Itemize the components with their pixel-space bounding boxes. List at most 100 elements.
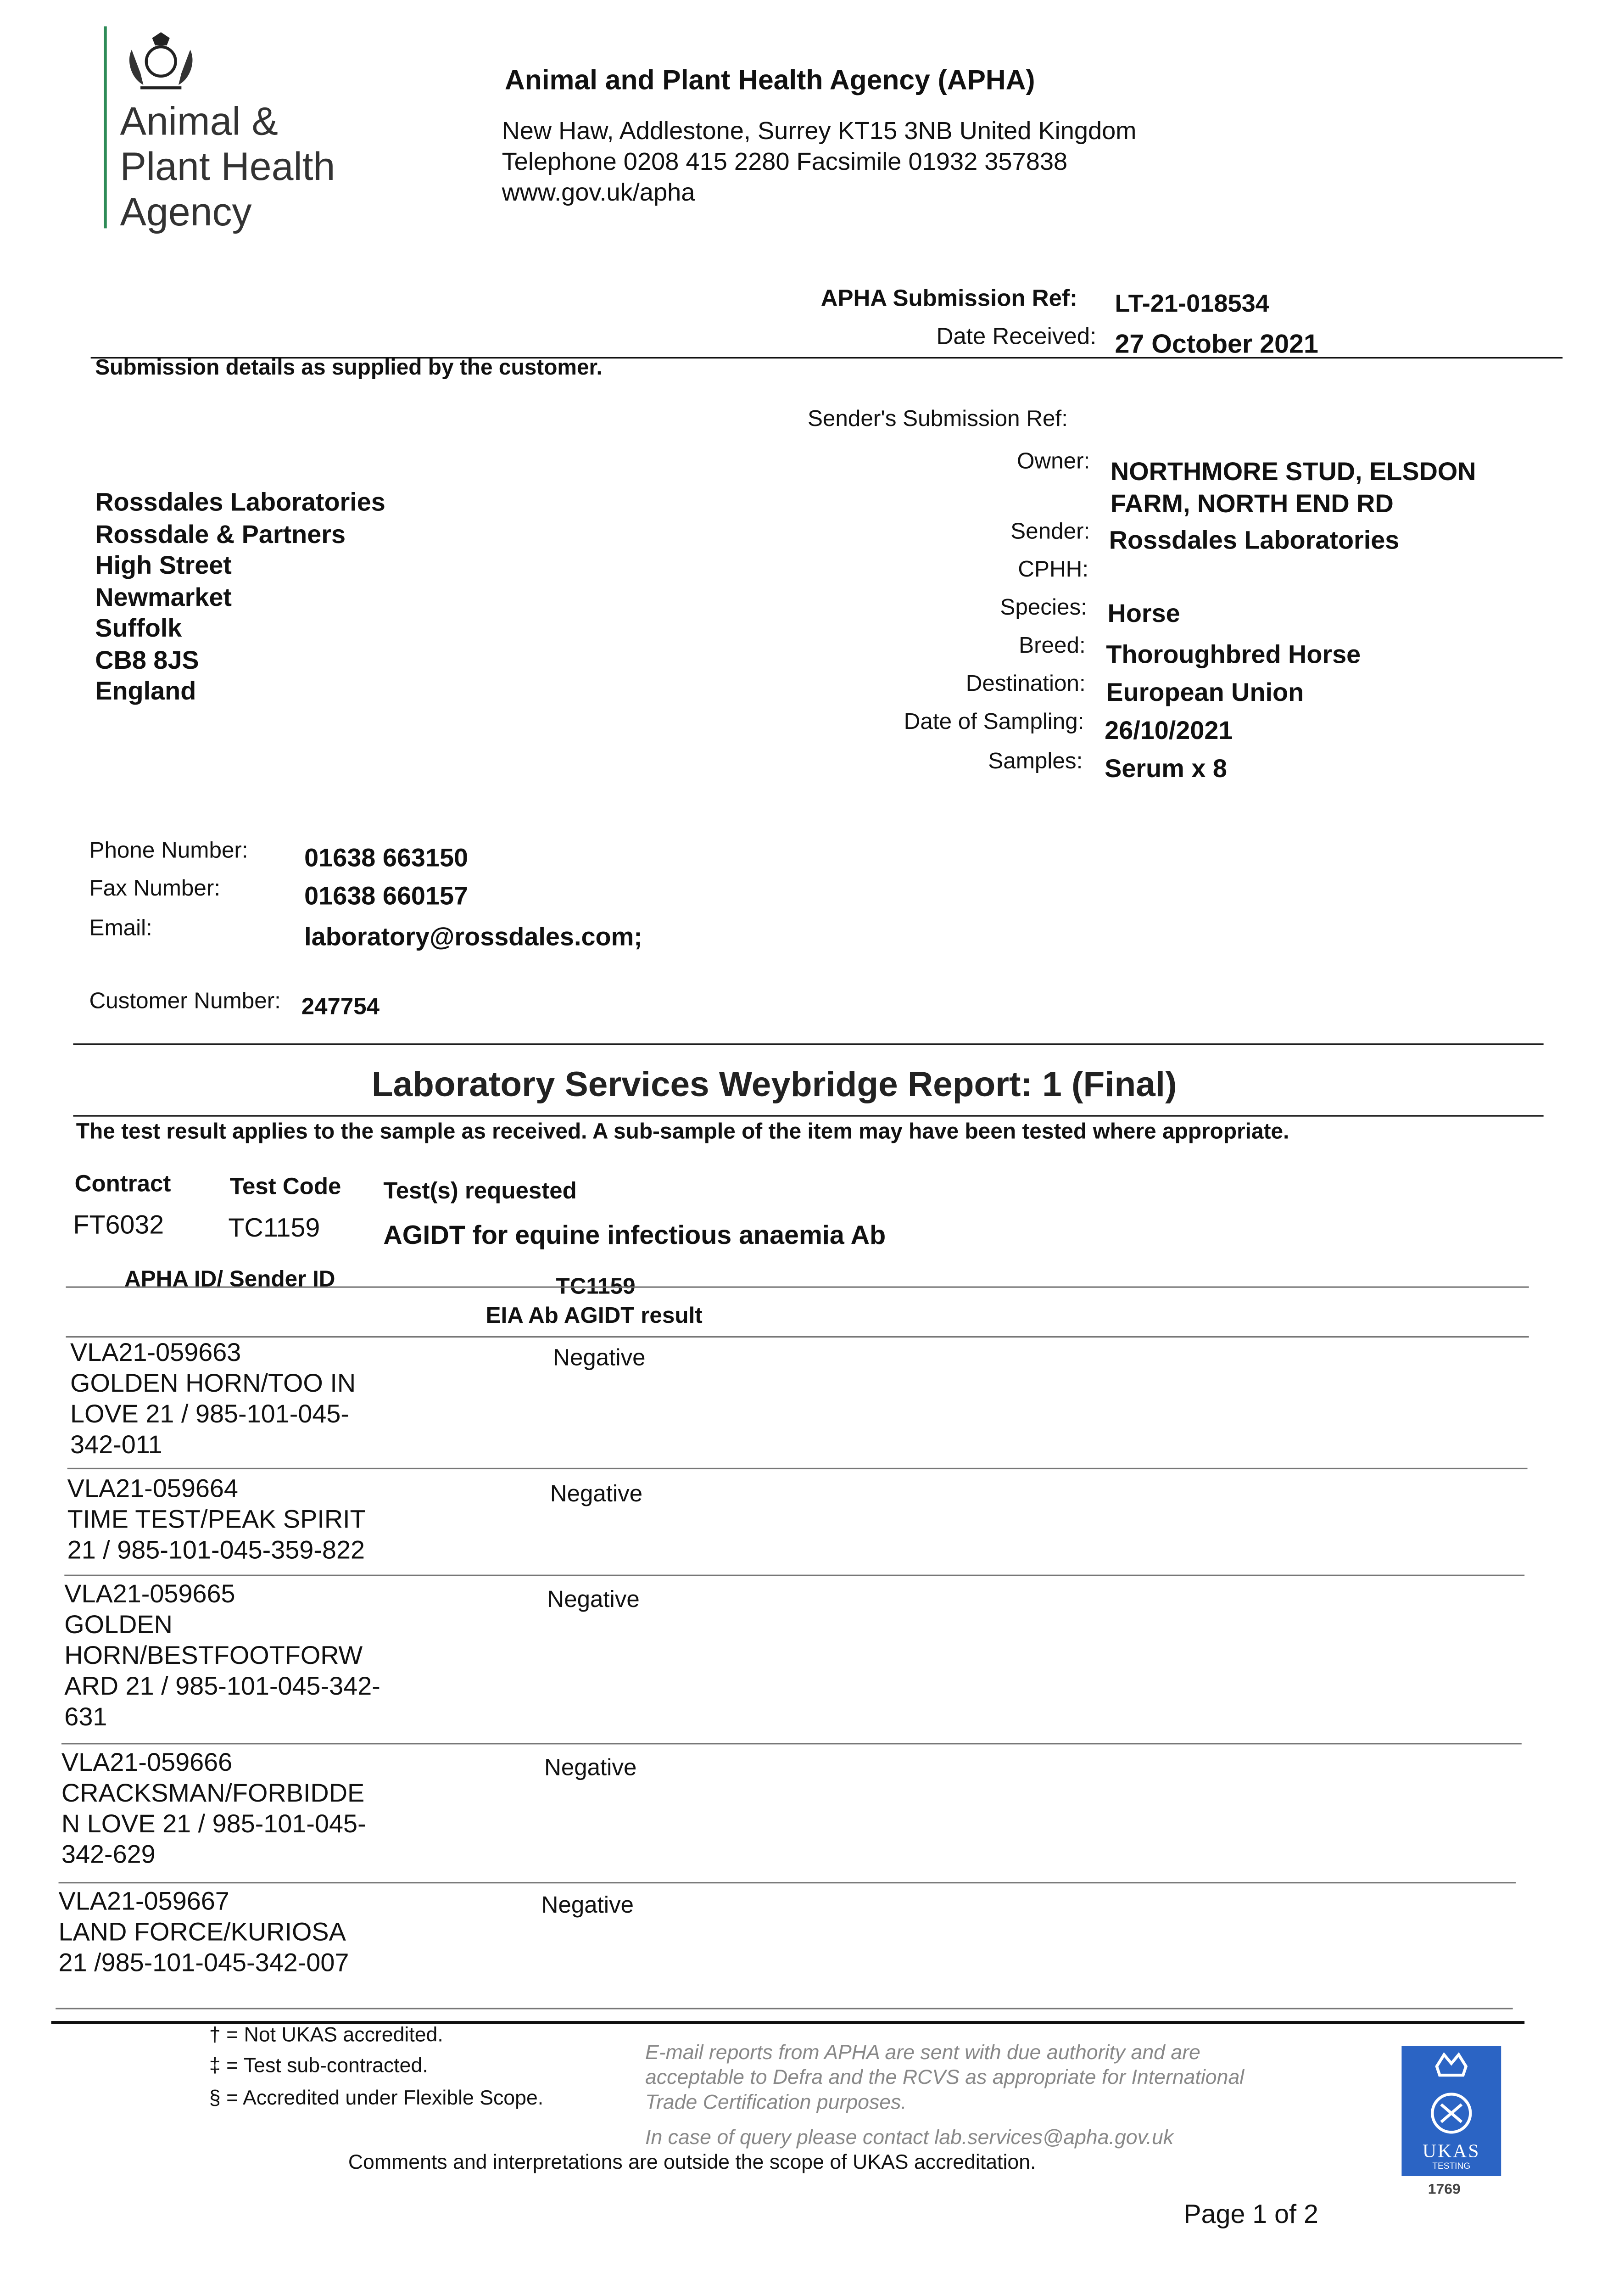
- table-row: VLA21-059663 GOLDEN HORN/TOO IN LOVE 21 …: [70, 1338, 356, 1461]
- sender-label: Sender:: [1010, 519, 1090, 545]
- samples-value: Serum x 8: [1105, 753, 1227, 783]
- row-separator: [58, 1882, 1516, 1884]
- species-label: Species:: [1000, 595, 1087, 621]
- contract-header: Contract: [74, 1172, 171, 1198]
- result-value: Negative: [541, 1893, 634, 1919]
- destination-label: Destination:: [965, 672, 1086, 697]
- address-line: Rossdale & Partners: [95, 519, 346, 549]
- sender-id-line: HORN/BESTFOOTFORW: [64, 1640, 363, 1670]
- logo-line-3: Agency: [120, 190, 252, 235]
- logo-accent-bar: [104, 26, 107, 229]
- ukas-number: 1769: [1428, 2182, 1461, 2198]
- fax-label: Fax Number:: [89, 876, 221, 901]
- submission-note: Submission details as supplied by the cu…: [95, 355, 603, 381]
- ukas-subtext: TESTING: [1432, 2163, 1471, 2172]
- tests-requested-value: AGIDT for equine infectious anaemia Ab: [383, 1220, 886, 1250]
- table-row: VLA21-059664 TIME TEST/PEAK SPIRIT 21 / …: [67, 1474, 366, 1566]
- result-value: Negative: [547, 1588, 640, 1613]
- samples-label: Samples:: [988, 749, 1083, 774]
- sender-id-line: 21 /985-101-045-342-007: [58, 1948, 349, 1977]
- sender-id-line: TIME TEST/PEAK SPIRIT: [67, 1504, 366, 1534]
- ukas-logo: UKAS TESTING: [1401, 2046, 1501, 2177]
- agency-address: New Haw, Addlestone, Surrey KT15 3NB Uni…: [502, 117, 1137, 145]
- table-row: VLA21-059667 LAND FORCE/KURIOSA 21 /985-…: [59, 1886, 349, 1979]
- address-line: Suffolk: [95, 613, 182, 643]
- divider: [90, 357, 1563, 359]
- sender-id-line: LOVE 21 / 985-101-045-: [70, 1399, 350, 1428]
- col-id-header: APHA ID/ Sender ID: [124, 1267, 335, 1293]
- breed-label: Breed:: [1019, 633, 1086, 659]
- footnote-not-accredited: † = Not UKAS accredited.: [209, 2022, 443, 2046]
- royal-crest-icon: [129, 32, 193, 90]
- page-number: Page 1 of 2: [1183, 2200, 1318, 2229]
- report-title: Laboratory Services Weybridge Report: 1 …: [371, 1065, 1177, 1105]
- sender-id-line: GOLDEN: [64, 1610, 173, 1639]
- sender-value: Rossdales Laboratories: [1109, 525, 1400, 555]
- submission-ref-value: LT-21-018534: [1115, 290, 1269, 318]
- owner-label: Owner:: [1016, 449, 1090, 475]
- contract-value: FT6032: [73, 1210, 164, 1240]
- col-result-header: EIA Ab AGIDT result: [486, 1304, 703, 1329]
- sampling-date-label: Date of Sampling:: [904, 710, 1084, 735]
- sample-id: VLA21-059667: [58, 1886, 229, 1916]
- sender-id-line: 631: [64, 1702, 107, 1731]
- agency-website: www.gov.uk/apha: [502, 178, 695, 207]
- address-line: CB8 8JS: [95, 644, 199, 674]
- species-value: Horse: [1107, 599, 1180, 628]
- footnote-flexible-scope: § = Accredited under Flexible Scope.: [209, 2085, 544, 2109]
- customer-address: Rossdales Laboratories Rossdale & Partne…: [95, 487, 385, 708]
- fax-value: 01638 660157: [304, 881, 469, 911]
- cphh-label: CPHH:: [1018, 557, 1089, 582]
- table-row: VLA21-059665 GOLDEN HORN/BESTFOOTFORW AR…: [64, 1579, 380, 1733]
- result-value: Negative: [550, 1482, 643, 1507]
- agency-phone: Telephone 0208 415 2280 Facsimile 01932 …: [502, 148, 1068, 176]
- email-notice-line: E-mail reports from APHA are sent with d…: [645, 2040, 1200, 2064]
- table-rule: [66, 1286, 1529, 1288]
- row-separator: [61, 1743, 1522, 1745]
- owner-value-2: FARM, NORTH END RD: [1110, 488, 1394, 518]
- address-line: Newmarket: [95, 582, 232, 611]
- divider: [73, 1115, 1544, 1117]
- email-notice-line: Trade Certification purposes.: [645, 2089, 907, 2113]
- table-row: VLA21-059666 CRACKSMAN/FORBIDDE N LOVE 2…: [61, 1747, 366, 1870]
- tests-requested-header: Test(s) requested: [383, 1179, 577, 1204]
- email-notice: E-mail reports from APHA are sent with d…: [645, 2040, 1244, 2115]
- address-line: England: [95, 676, 196, 705]
- footnote-sub-contracted: ‡ = Test sub-contracted.: [209, 2053, 428, 2077]
- address-line: High Street: [95, 550, 232, 580]
- sender-id-line: 342-011: [70, 1429, 162, 1459]
- sample-id: VLA21-059664: [67, 1473, 238, 1503]
- sender-id-line: CRACKSMAN/FORBIDDE: [61, 1778, 365, 1808]
- sample-id: VLA21-059663: [70, 1338, 241, 1367]
- agency-title: Animal and Plant Health Agency (APHA): [504, 66, 1035, 97]
- breed-value: Thoroughbred Horse: [1106, 639, 1361, 669]
- sender-id-line: 21 / 985-101-045-359-822: [67, 1535, 365, 1565]
- divider: [73, 1043, 1544, 1045]
- email-label: Email:: [89, 916, 152, 941]
- result-value: Negative: [553, 1346, 646, 1371]
- sender-id-line: N LOVE 21 / 985-101-045-: [61, 1808, 366, 1838]
- row-separator: [56, 2008, 1513, 2010]
- customer-number-value: 247754: [301, 995, 380, 1020]
- phone-value: 01638 663150: [304, 843, 469, 873]
- owner-value-1: NORTHMORE STUD, ELSDON: [1110, 456, 1476, 486]
- report-note: The test result applies to the sample as…: [76, 1120, 1289, 1145]
- logo-line-1: Animal &: [120, 99, 278, 144]
- result-value: Negative: [544, 1756, 637, 1781]
- sender-id-line: ARD 21 / 985-101-045-342-: [64, 1671, 380, 1701]
- sender-id-line: 342-629: [61, 1839, 156, 1869]
- sample-id: VLA21-059666: [61, 1747, 233, 1777]
- email-value: laboratory@rossdales.com;: [304, 922, 642, 952]
- row-separator: [64, 1574, 1525, 1576]
- sample-id: VLA21-059665: [64, 1579, 235, 1608]
- date-received-label: Date Received:: [936, 325, 1097, 350]
- ukas-text: UKAS: [1422, 2139, 1480, 2162]
- sender-id-line: GOLDEN HORN/TOO IN: [70, 1368, 356, 1398]
- ukas-crown-icon: [1431, 2052, 1472, 2134]
- destination-value: European Union: [1106, 677, 1304, 707]
- customer-number-label: Customer Number:: [89, 989, 281, 1014]
- table-rule: [66, 1336, 1529, 1338]
- submission-ref-label: APHA Submission Ref:: [820, 286, 1077, 312]
- row-separator: [67, 1467, 1528, 1470]
